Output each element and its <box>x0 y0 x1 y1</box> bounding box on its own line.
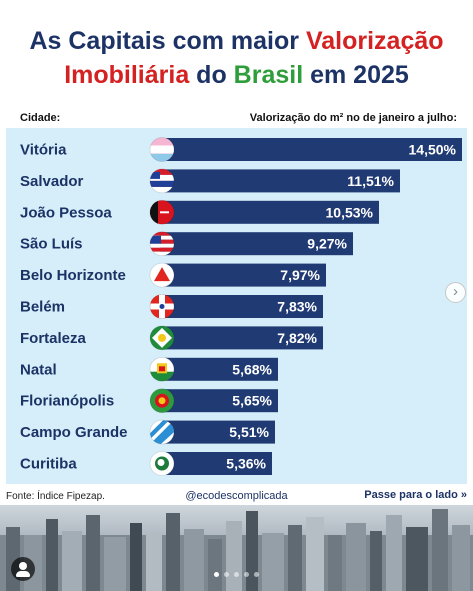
city-label: Campo Grande <box>20 424 128 441</box>
bar <box>160 420 275 444</box>
joao-pessoa-flag-icon <box>149 199 175 225</box>
city-label: Vitória <box>20 142 67 159</box>
bar-row-8: Florianópolis 5,65% <box>20 388 278 414</box>
campo-grande-flag-icon <box>149 419 175 445</box>
value-label: 5,51% <box>229 424 269 440</box>
title-part-3: Imobiliária <box>64 61 190 89</box>
salvador-flag-icon <box>149 168 175 194</box>
title-part-6: em 2025 <box>303 61 409 89</box>
title-part-1: As Capitais com maior <box>29 27 306 55</box>
carousel-dot-1 <box>214 572 219 577</box>
value-label: 7,82% <box>277 330 317 346</box>
city-label: Florianópolis <box>20 393 114 410</box>
bar-row-2: João Pessoa 10,53% <box>20 199 379 225</box>
carousel-dot-2 <box>224 572 229 577</box>
carousel-dot-4 <box>244 572 249 577</box>
bar-row-10: Curitiba 5,36% <box>20 451 272 476</box>
chart-title: As Capitais com maior Valorização Imobil… <box>0 24 473 92</box>
bar <box>160 295 323 318</box>
bar <box>160 326 323 350</box>
bar <box>160 263 326 287</box>
bar-row-7: Natal 5,68% <box>20 356 278 382</box>
city-column-header: Cidade: <box>20 112 61 124</box>
city-label: Belém <box>20 299 65 316</box>
city-label: Natal <box>20 361 57 378</box>
belo-horizonte-flag-icon <box>149 262 175 288</box>
bar <box>160 389 278 413</box>
bar <box>160 138 462 161</box>
double-chevron-right-icon: » <box>460 489 467 501</box>
bar <box>160 200 379 224</box>
value-label: 5,68% <box>232 361 272 377</box>
value-label: 7,83% <box>277 299 317 315</box>
value-label: 10,53% <box>326 204 374 220</box>
title-line-1: As Capitais com maior Valorização <box>0 24 473 58</box>
value-label: 11,51% <box>347 173 394 189</box>
bar-row-5: Belém 7,83% <box>20 294 323 319</box>
account-handle: @ecodescomplicada <box>185 490 288 502</box>
bar-chart: Vitória 14,50% Salvador 11,51% João Pessoa 10… <box>20 137 462 476</box>
swipe-hint-label: Passe para o lado <box>364 489 458 501</box>
carousel-dot-3 <box>234 572 239 577</box>
bar <box>160 232 353 256</box>
value-label: 9,27% <box>307 236 347 252</box>
bar <box>160 169 400 193</box>
bar-row-0: Vitória 14,50% <box>20 137 462 162</box>
city-label: Curitiba <box>20 456 77 473</box>
title-part-2: Valorização <box>305 27 444 55</box>
bar <box>160 357 278 381</box>
city-skyline-photo <box>0 505 473 591</box>
bar-row-3: São Luís 9,27% <box>20 231 353 257</box>
value-label: 5,36% <box>226 456 266 472</box>
bar <box>160 452 272 475</box>
curitiba-flag-icon <box>149 451 175 476</box>
bar-row-6: Fortaleza 7,82% <box>20 325 323 351</box>
value-column-header: Valorização do m² no de janeiro a julho: <box>249 112 457 124</box>
title-part-4: do <box>189 61 234 89</box>
city-label: Fortaleza <box>20 330 87 347</box>
vitoria-flag-icon <box>149 137 175 162</box>
city-label: Belo Horizonte <box>20 267 126 284</box>
city-label: Salvador <box>20 173 84 190</box>
value-label: 14,50% <box>409 142 457 158</box>
natal-flag-icon <box>149 356 175 382</box>
swipe-hint[interactable]: Passe para o lado » <box>364 489 467 501</box>
bar-row-9: Campo Grande 5,51% <box>20 419 275 445</box>
source-note: Fonte: Índice Fipezap. <box>6 491 105 502</box>
fortaleza-flag-icon <box>149 325 175 351</box>
city-label: São Luís <box>20 236 83 253</box>
tagged-user-icon[interactable] <box>11 557 35 581</box>
bar-row-4: Belo Horizonte 7,97% <box>20 262 326 288</box>
title-line-2: Imobiliária do Brasil em 2025 <box>0 58 473 92</box>
value-label: 5,65% <box>232 393 272 409</box>
florianopolis-flag-icon <box>149 388 175 414</box>
bar-row-1: Salvador 11,51% <box>20 168 400 194</box>
city-label: João Pessoa <box>20 204 112 221</box>
sao-luis-flag-icon <box>149 231 175 257</box>
title-part-5: Brasil <box>233 61 304 89</box>
carousel-dot-5 <box>254 572 259 577</box>
value-label: 7,97% <box>280 267 320 283</box>
belem-flag-icon <box>149 294 175 319</box>
carousel-next-arrow[interactable]: › <box>445 282 466 303</box>
carousel-indicator <box>214 572 259 577</box>
